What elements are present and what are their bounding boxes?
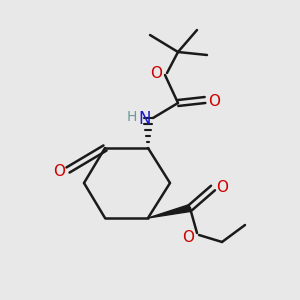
Text: O: O xyxy=(208,94,220,109)
Text: N: N xyxy=(139,110,151,128)
Text: O: O xyxy=(182,230,194,244)
Text: O: O xyxy=(216,179,228,194)
Text: H: H xyxy=(127,110,137,124)
Polygon shape xyxy=(148,205,191,218)
Text: O: O xyxy=(53,164,65,178)
Text: O: O xyxy=(150,65,162,80)
